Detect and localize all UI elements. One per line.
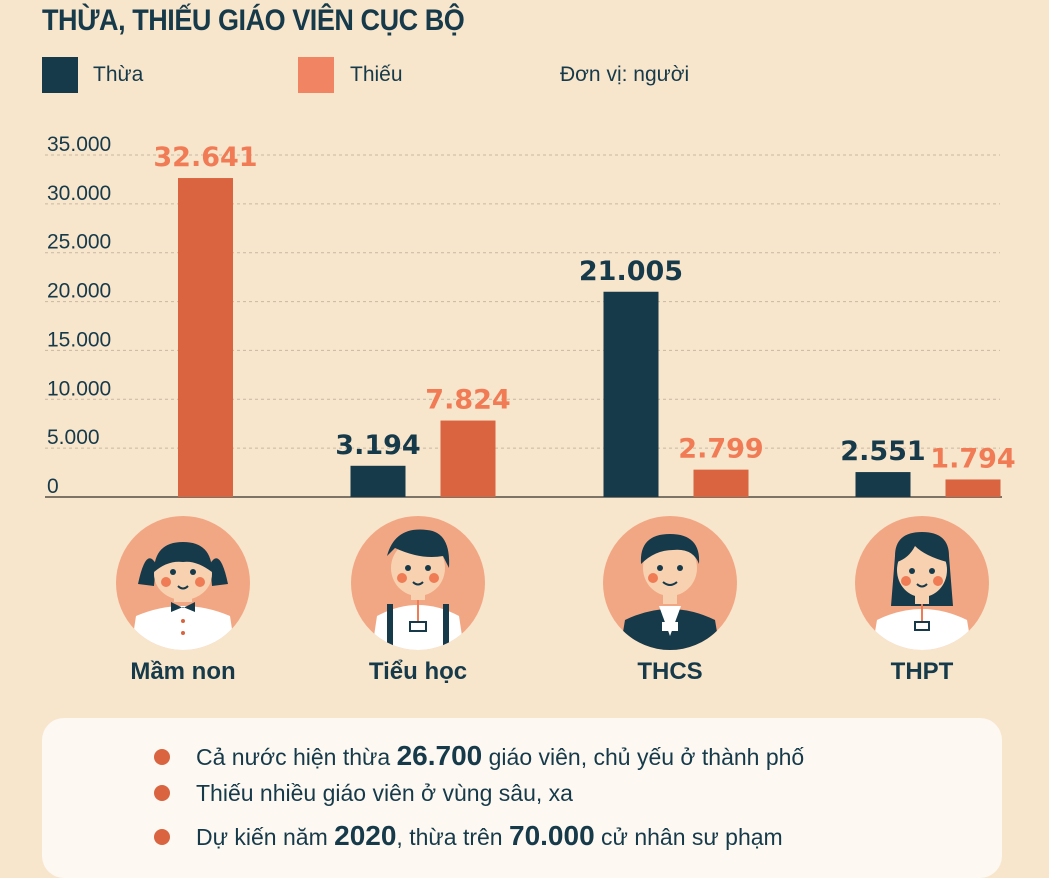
legend-swatch-thieu: [298, 57, 334, 93]
data-label-thieu: 7.824: [425, 385, 510, 416]
legend-label-thieu: Thiếu: [350, 63, 403, 86]
bar-thua: [350, 465, 406, 497]
note-text: Dự kiến năm: [196, 824, 335, 850]
category-label-thpt: THPT: [890, 658, 954, 685]
data-label-thua: 21.005: [579, 256, 683, 287]
notes-box: Cả nước hiện thừa 26.700 giáo viên, chủ …: [42, 718, 1002, 878]
note-1: Cả nước hiện thừa 26.700 giáo viên, chủ …: [154, 740, 804, 772]
chart-title: THỪA, THIẾU GIÁO VIÊN CỤC BỘ: [42, 4, 465, 37]
category-label-tieu-hoc: Tiểu học: [368, 658, 468, 685]
y-tick-label: 35.000: [47, 133, 111, 156]
bar-thua: [855, 472, 911, 497]
bullet-icon: [154, 828, 170, 845]
y-tick-label: 5.000: [47, 426, 100, 449]
note-highlight: 2020: [334, 820, 397, 851]
note-text: , thừa trên: [396, 824, 509, 850]
note-2: Thiếu nhiều giáo viên ở vùng sâu, xa: [154, 780, 573, 807]
note-highlight: 26.700: [396, 740, 483, 771]
bar-thieu: [178, 178, 233, 498]
category-label-thcs: THCS: [637, 658, 703, 685]
data-label-thua: 2.551: [840, 436, 925, 467]
note-text: giáo viên, chủ yếu ở thành phố: [482, 744, 805, 770]
y-tick-label: 25.000: [47, 231, 111, 254]
note-text: cử nhân sư phạm: [594, 824, 783, 850]
unit-label: Đơn vị: người: [560, 63, 690, 86]
data-label-thieu: 2.799: [678, 434, 763, 465]
data-label-thieu: 32.641: [153, 142, 257, 173]
note-3: Dự kiến năm 2020, thừa trên 70.000 cử nh…: [154, 820, 783, 852]
high-school-teacher-icon: [855, 516, 989, 650]
bar-thieu: [440, 420, 496, 497]
note-text: Thiếu nhiều giáo viên ở vùng sâu, xa: [196, 780, 573, 806]
y-tick-label: 10.000: [47, 377, 111, 400]
category-label-mam-non: Mầm non: [130, 658, 236, 685]
note-highlight: 70.000: [509, 820, 595, 851]
y-tick-label: 30.000: [47, 182, 111, 205]
bar-thua: [603, 291, 659, 497]
secondary-teacher-icon: [603, 516, 737, 650]
bar-chart: 0 5.000 10.000 15.000 20.000 25.000 30.000 35.0…: [45, 133, 1016, 498]
kindergarten-girl-icon: [116, 516, 250, 650]
bullet-icon: [154, 784, 170, 801]
bar-thieu: [693, 469, 749, 497]
data-label-thua: 3.194: [335, 430, 420, 461]
bar-thieu: [945, 479, 1001, 497]
note-text: Cả nước hiện thừa: [196, 744, 397, 770]
legend-swatch-thua: [42, 57, 78, 93]
y-tick-label: 15.000: [47, 328, 111, 351]
bullet-icon: [154, 748, 170, 765]
primary-teacher-icon: [351, 516, 485, 650]
legend-label-thua: Thừa: [93, 63, 144, 86]
data-label-thieu: 1.794: [930, 443, 1015, 474]
y-tick-label: 20.000: [47, 280, 111, 303]
y-tick-label: 0: [47, 475, 59, 498]
